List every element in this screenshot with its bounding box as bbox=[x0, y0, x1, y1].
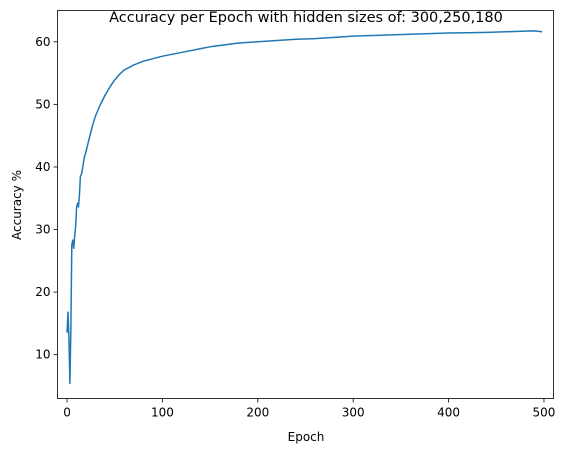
series-line bbox=[67, 31, 542, 384]
x-tick-label: 200 bbox=[246, 406, 269, 420]
y-tick-label: 10 bbox=[35, 348, 50, 362]
x-axis-label: Epoch bbox=[288, 430, 325, 444]
y-tick-label: 50 bbox=[35, 97, 50, 111]
y-tick-label: 40 bbox=[35, 160, 50, 174]
y-axis-label: Accuracy % bbox=[10, 170, 24, 240]
x-tick-label: 0 bbox=[63, 406, 71, 420]
x-tick-label: 400 bbox=[437, 406, 460, 420]
plot-frame bbox=[58, 11, 554, 399]
y-tick-label: 60 bbox=[35, 35, 50, 49]
plot-area bbox=[67, 31, 542, 384]
chart-title: Accuracy per Epoch with hidden sizes of:… bbox=[109, 10, 503, 26]
y-tick-label: 20 bbox=[35, 285, 50, 299]
x-tick-label: 300 bbox=[342, 406, 365, 420]
y-axis: 10 20 30 40 50 60 bbox=[35, 35, 57, 362]
x-axis: 0 100 200 300 400 500 bbox=[63, 399, 555, 420]
x-tick-label: 100 bbox=[151, 406, 174, 420]
x-tick-label: 500 bbox=[533, 406, 556, 420]
y-tick-label: 30 bbox=[35, 223, 50, 237]
